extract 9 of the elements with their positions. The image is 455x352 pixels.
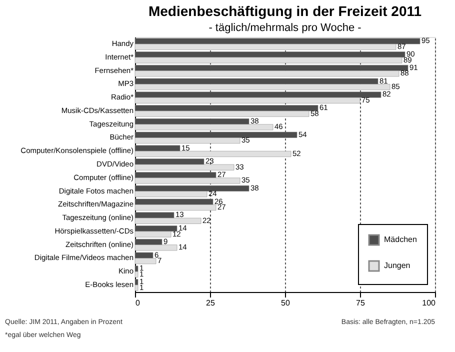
x-tick-label: 50 (281, 298, 290, 308)
x-tick-label: 25 (206, 298, 216, 308)
legend-label: Mädchen (384, 235, 417, 244)
x-tick-label: 100 (422, 298, 436, 308)
chart-title: Medienbeschäftigung in der Freizeit 2011 (148, 3, 422, 19)
x-tick-label: 0 (136, 298, 140, 308)
legend-label: Jungen (384, 261, 410, 270)
chart-subtitle: - täglich/mehrmals pro Woche - (208, 22, 362, 34)
x-tick-label: 75 (356, 298, 366, 308)
